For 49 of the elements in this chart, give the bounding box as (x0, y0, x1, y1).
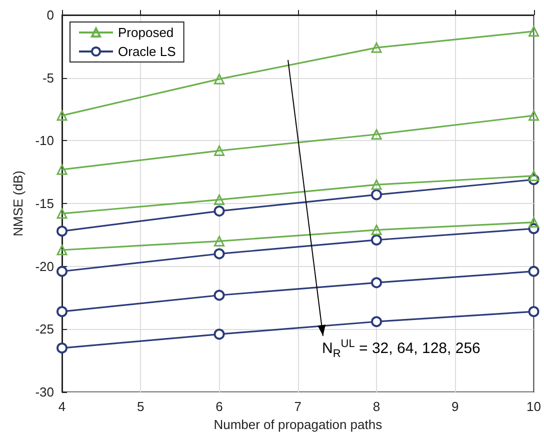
point (214, 74, 225, 84)
x-axis-title: Number of propagation paths (214, 416, 383, 432)
point (371, 179, 382, 190)
point (528, 26, 540, 37)
point (56, 244, 68, 256)
x-tick-label: 6 (216, 399, 223, 414)
point (214, 194, 225, 205)
point (214, 328, 225, 340)
y-tick-label: -25 (35, 322, 54, 337)
point (56, 342, 68, 354)
point (214, 206, 225, 217)
point (371, 277, 382, 288)
x-tick-label: 9 (452, 399, 459, 414)
y-tick-label: -30 (35, 384, 54, 400)
x-tick-label: 5 (137, 399, 144, 414)
y-tick-label: -20 (35, 258, 54, 274)
point (528, 266, 540, 277)
x-tick-label: 8 (372, 399, 380, 414)
point (371, 189, 382, 200)
point (528, 110, 540, 121)
point (56, 208, 68, 219)
y-tick-label: 0 (46, 8, 54, 22)
point (528, 170, 540, 182)
point (56, 226, 68, 237)
y-tick-label: -5 (42, 70, 54, 86)
annotation: N$_{R}$$^{UL}$ = 32, 64, 128, 256 (322, 338, 480, 360)
point (214, 248, 225, 260)
point (214, 290, 225, 301)
point (56, 164, 68, 175)
point (528, 217, 540, 228)
y-axis-title: NMSE (dB) (10, 170, 26, 236)
point (371, 42, 382, 53)
point (371, 224, 382, 236)
legend-label: Oracle LS (118, 44, 176, 59)
point (371, 234, 382, 246)
y-tick-label: -10 (35, 133, 54, 148)
point (214, 145, 225, 156)
legend-label: Proposed (118, 25, 174, 40)
point (528, 306, 540, 318)
point (371, 129, 382, 140)
x-tick-label: 10 (526, 399, 542, 414)
point (56, 110, 68, 121)
point (371, 316, 382, 328)
y-tick-label: -15 (35, 196, 54, 211)
point (56, 306, 68, 318)
point (214, 236, 225, 246)
point (56, 266, 68, 277)
x-tick-label: 7 (294, 399, 302, 414)
x-tick-label: 4 (58, 399, 66, 414)
